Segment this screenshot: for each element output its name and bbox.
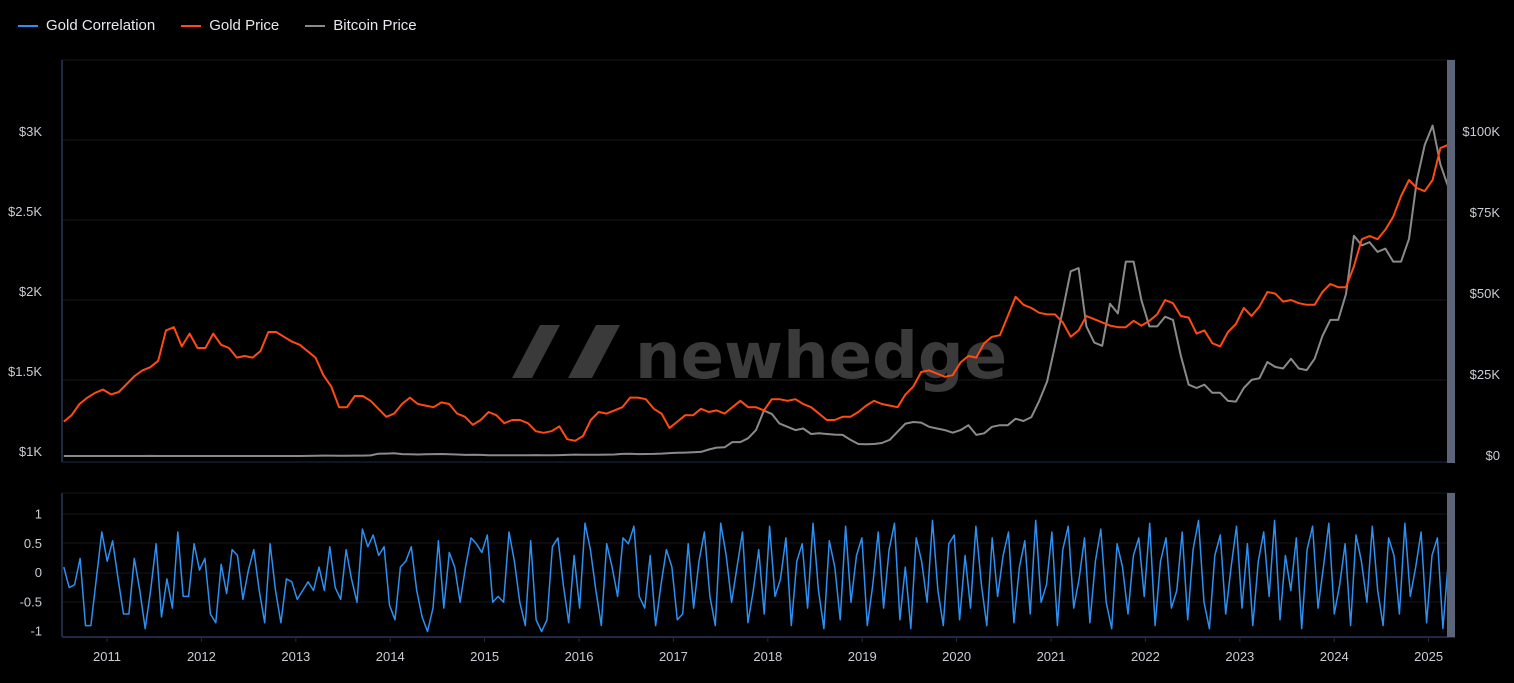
x-axis-tick: 2012 xyxy=(187,649,216,664)
x-axis-tick: 2021 xyxy=(1037,649,1066,664)
bitcoin-price-line xyxy=(63,124,1450,457)
right-axis-tick: $75K xyxy=(1470,205,1501,220)
x-axis-tick: 2023 xyxy=(1225,649,1254,664)
right-axis-tick: $100K xyxy=(1462,124,1500,139)
x-axis-tick: 2018 xyxy=(753,649,782,664)
x-axis-tick: 2019 xyxy=(848,649,877,664)
right-axis-tick: $25K xyxy=(1470,367,1501,382)
watermark-mark xyxy=(568,325,620,378)
x-axis-tick: 2020 xyxy=(942,649,971,664)
legend-swatch xyxy=(305,24,326,27)
left-axis-tick: $1.5K xyxy=(8,364,42,379)
right-axis-tick: $50K xyxy=(1470,286,1501,301)
legend-label: Gold Correlation xyxy=(46,17,156,34)
legend-label: Bitcoin Price xyxy=(333,17,417,34)
range-handle-bottom[interactable] xyxy=(1447,493,1455,637)
correlation-axis-tick: 0.5 xyxy=(24,536,42,551)
correlation-axis-tick: -1 xyxy=(30,624,42,639)
x-axis-tick: 2016 xyxy=(565,649,594,664)
watermark-logo: newhedge xyxy=(512,320,1007,394)
gold-correlation-line xyxy=(63,519,1450,633)
gold-price-line xyxy=(63,143,1449,442)
left-axis-tick: $1K xyxy=(19,444,42,459)
range-handle-top[interactable] xyxy=(1447,60,1455,463)
x-axis-tick: 2015 xyxy=(470,649,499,664)
legend-item-gold-price[interactable]: Gold Price xyxy=(181,17,279,34)
x-axis-tick: 2022 xyxy=(1131,649,1160,664)
left-axis-tick: $3K xyxy=(19,124,42,139)
legend-item-gold-correlation[interactable]: Gold Correlation xyxy=(18,17,155,34)
left-axis-tick: $2K xyxy=(19,284,42,299)
correlation-axis-tick: -0.5 xyxy=(20,594,42,609)
x-axis-tick: 2024 xyxy=(1320,649,1349,664)
x-axis-tick: 2017 xyxy=(659,649,688,664)
correlation-axis-tick: 1 xyxy=(35,507,42,522)
legend: Gold Correlation Gold Price Bitcoin Pric… xyxy=(18,17,417,34)
watermark-mark xyxy=(512,325,560,378)
x-axis-tick: 2025 xyxy=(1414,649,1443,664)
x-axis-tick: 2013 xyxy=(281,649,310,664)
legend-swatch xyxy=(181,24,202,27)
x-axis-tick: 2014 xyxy=(376,649,405,664)
x-axis-tick: 2011 xyxy=(93,649,121,664)
legend-item-bitcoin-price[interactable]: Bitcoin Price xyxy=(305,17,417,34)
correlation-axis-tick: 0 xyxy=(35,565,42,580)
left-axis-tick: $2.5K xyxy=(8,204,42,219)
legend-swatch xyxy=(18,24,38,27)
watermark-text: newhedge xyxy=(635,320,1007,394)
right-axis-tick: $0 xyxy=(1486,448,1500,463)
legend-label: Gold Price xyxy=(209,17,280,34)
